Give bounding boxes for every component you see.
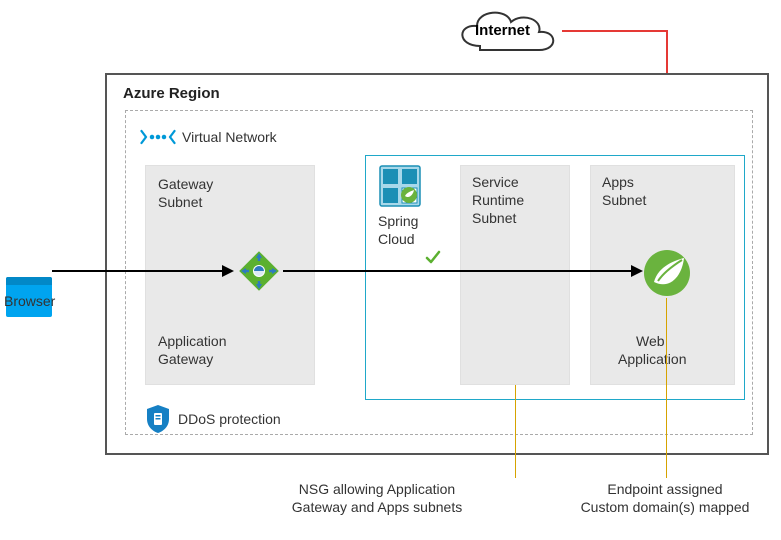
edge-browser-to-agw-arrow — [222, 265, 234, 277]
apps-subnet-title-1: Apps — [602, 173, 634, 191]
gateway-subnet-title-1: Gateway — [158, 175, 213, 193]
callout-nsg: NSG allowing Application Gateway and App… — [272, 480, 482, 516]
callout-nsg-line2: Gateway and Apps subnets — [272, 498, 482, 516]
gateway-subnet-title-2: Subnet — [158, 193, 202, 211]
edge-agw-to-app — [283, 270, 633, 272]
application-gateway-icon — [235, 247, 283, 295]
web-app-label-2: Application — [618, 350, 687, 368]
apps-subnet-title-2: Subnet — [602, 191, 646, 209]
ddos-label: DDoS protection — [178, 410, 281, 428]
app-gateway-label-2: Gateway — [158, 350, 213, 368]
service-runtime-title-2: Runtime — [472, 191, 524, 209]
edge-browser-to-agw — [52, 270, 224, 272]
service-runtime-title-3: Subnet — [472, 209, 516, 227]
service-runtime-title-1: Service — [472, 173, 519, 191]
app-gateway-label-1: Application — [158, 332, 227, 350]
browser-label: Browser — [4, 292, 55, 310]
spring-cloud-icon — [378, 164, 422, 208]
azure-region-title: Azure Region — [123, 85, 220, 102]
callout-nsg-line1: NSG allowing Application — [272, 480, 482, 498]
callout-endpoint: Endpoint assigned Custom domain(s) mappe… — [560, 480, 770, 516]
callout-endpoint-line1: Endpoint assigned — [560, 480, 770, 498]
callout-line-endpoint — [666, 298, 667, 478]
spring-leaf-icon — [642, 248, 692, 298]
edge-agw-to-app-arrow — [631, 265, 643, 277]
callout-line-nsg — [515, 385, 516, 478]
check-icon — [425, 249, 441, 265]
spring-cloud-label-2: Cloud — [378, 230, 415, 248]
callout-endpoint-line2: Custom domain(s) mapped — [560, 498, 770, 516]
virtual-network-icon — [140, 122, 176, 152]
spring-cloud-label-1: Spring — [378, 212, 418, 230]
ddos-shield-icon — [145, 404, 171, 434]
virtual-network-label: Virtual Network — [182, 128, 277, 146]
edge-internet-to-app-h — [562, 30, 668, 32]
web-app-label-1: Web — [636, 332, 665, 350]
internet-label: Internet — [475, 22, 530, 39]
